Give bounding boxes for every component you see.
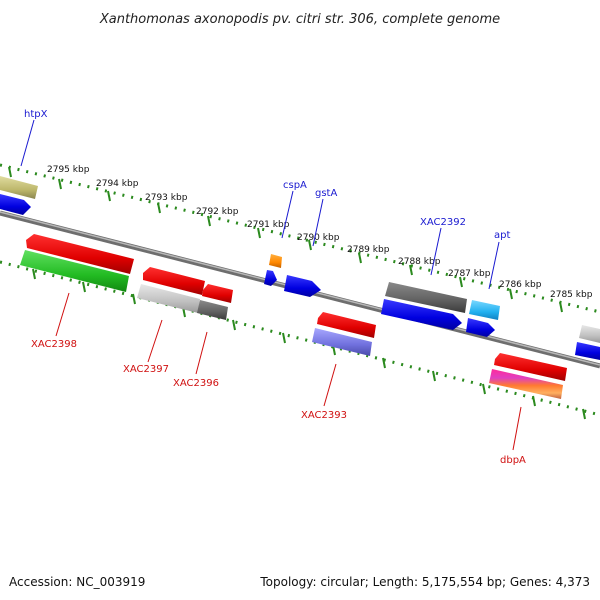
label-XAC2393[interactable]: XAC2393	[301, 410, 347, 421]
leader-XAC2398	[55, 292, 70, 337]
leader-XAC2393	[323, 363, 337, 407]
label-dbpA[interactable]: dbpA	[500, 455, 526, 466]
label-XAC2396[interactable]: XAC2396	[173, 378, 219, 389]
leader-XAC2397	[147, 319, 163, 363]
gene-gray-XAC2397-strand[interactable]	[137, 284, 200, 313]
label-XAC2392[interactable]: XAC2392	[420, 217, 466, 228]
gene-XAC2392[interactable]	[385, 282, 467, 313]
summary-text: Topology: circular; Length: 5,175,554 bp…	[259, 575, 590, 589]
tick-label-2787: 2787 kbp	[448, 269, 491, 279]
leader-cspA	[281, 190, 294, 239]
label-apt[interactable]: apt	[494, 230, 510, 241]
tick-label-2792: 2792 kbp	[196, 207, 239, 217]
tick-label-2791: 2791 kbp	[247, 220, 290, 230]
leader-gstA	[312, 198, 324, 247]
gene-blue-apt-strand[interactable]	[466, 318, 495, 337]
gene-right-gray[interactable]	[579, 325, 600, 343]
label-gstA[interactable]: gstA	[315, 188, 337, 199]
leader-apt	[488, 241, 500, 290]
gene-dbpA[interactable]	[494, 353, 567, 381]
gene-blue-left[interactable]	[0, 194, 31, 215]
lower-major-ticks	[32, 268, 586, 420]
gene-green-XAC2398-strand[interactable]	[20, 250, 129, 292]
accession-text: Accession: NC_003919	[9, 575, 145, 589]
tick-label-2793: 2793 kbp	[145, 193, 188, 203]
gene-gstA[interactable]	[284, 275, 321, 297]
leader-htpX	[20, 119, 35, 167]
gene-dbpA-multicolor[interactable]	[489, 369, 563, 399]
label-XAC2397[interactable]: XAC2397	[123, 364, 169, 375]
upper-major-ticks	[8, 166, 563, 313]
gene-XAC2393[interactable]	[317, 312, 376, 338]
tick-label-2790: 2790 kbp	[297, 233, 340, 243]
tick-label-2788: 2788 kbp	[398, 257, 441, 267]
gene-XAC2398[interactable]	[26, 234, 134, 274]
label-htpX[interactable]: htpX	[24, 109, 48, 120]
upper-tick-track	[0, 163, 600, 314]
tick-label-2785: 2785 kbp	[550, 290, 593, 300]
gene-blue-XAC2392-strand[interactable]	[381, 299, 462, 330]
gene-blue-small-1[interactable]	[264, 270, 277, 286]
leader-XAC2396	[195, 331, 208, 375]
tick-label-2795: 2795 kbp	[47, 165, 90, 175]
gene-htpX[interactable]	[0, 176, 38, 199]
leader-dbpA	[512, 406, 522, 451]
leader-XAC2392	[430, 227, 442, 276]
label-cspA[interactable]: cspA	[283, 180, 307, 191]
gene-right-blue[interactable]	[575, 342, 600, 360]
gene-purple-XAC2393-strand[interactable]	[312, 328, 372, 356]
gene-XAC2396[interactable]	[202, 284, 233, 303]
gene-XAC2397[interactable]	[143, 267, 205, 295]
gene-apt[interactable]	[469, 300, 500, 320]
label-XAC2398[interactable]: XAC2398	[31, 339, 77, 350]
gene-gray-XAC2396-strand[interactable]	[197, 300, 228, 320]
gene-cspA[interactable]	[269, 254, 282, 268]
tick-label-2794: 2794 kbp	[96, 179, 139, 189]
tick-label-2786: 2786 kbp	[499, 280, 542, 290]
tick-label-2789: 2789 kbp	[347, 245, 390, 255]
map-title: Xanthomonas axonopodis pv. citri str. 30…	[99, 12, 500, 27]
